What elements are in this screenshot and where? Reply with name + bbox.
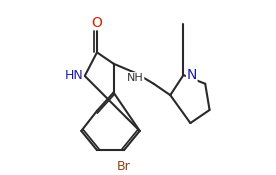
Text: HN: HN — [64, 69, 83, 82]
Text: N: N — [187, 68, 197, 82]
Text: Br: Br — [117, 160, 131, 173]
Text: O: O — [92, 16, 102, 30]
Text: NH: NH — [127, 73, 144, 83]
